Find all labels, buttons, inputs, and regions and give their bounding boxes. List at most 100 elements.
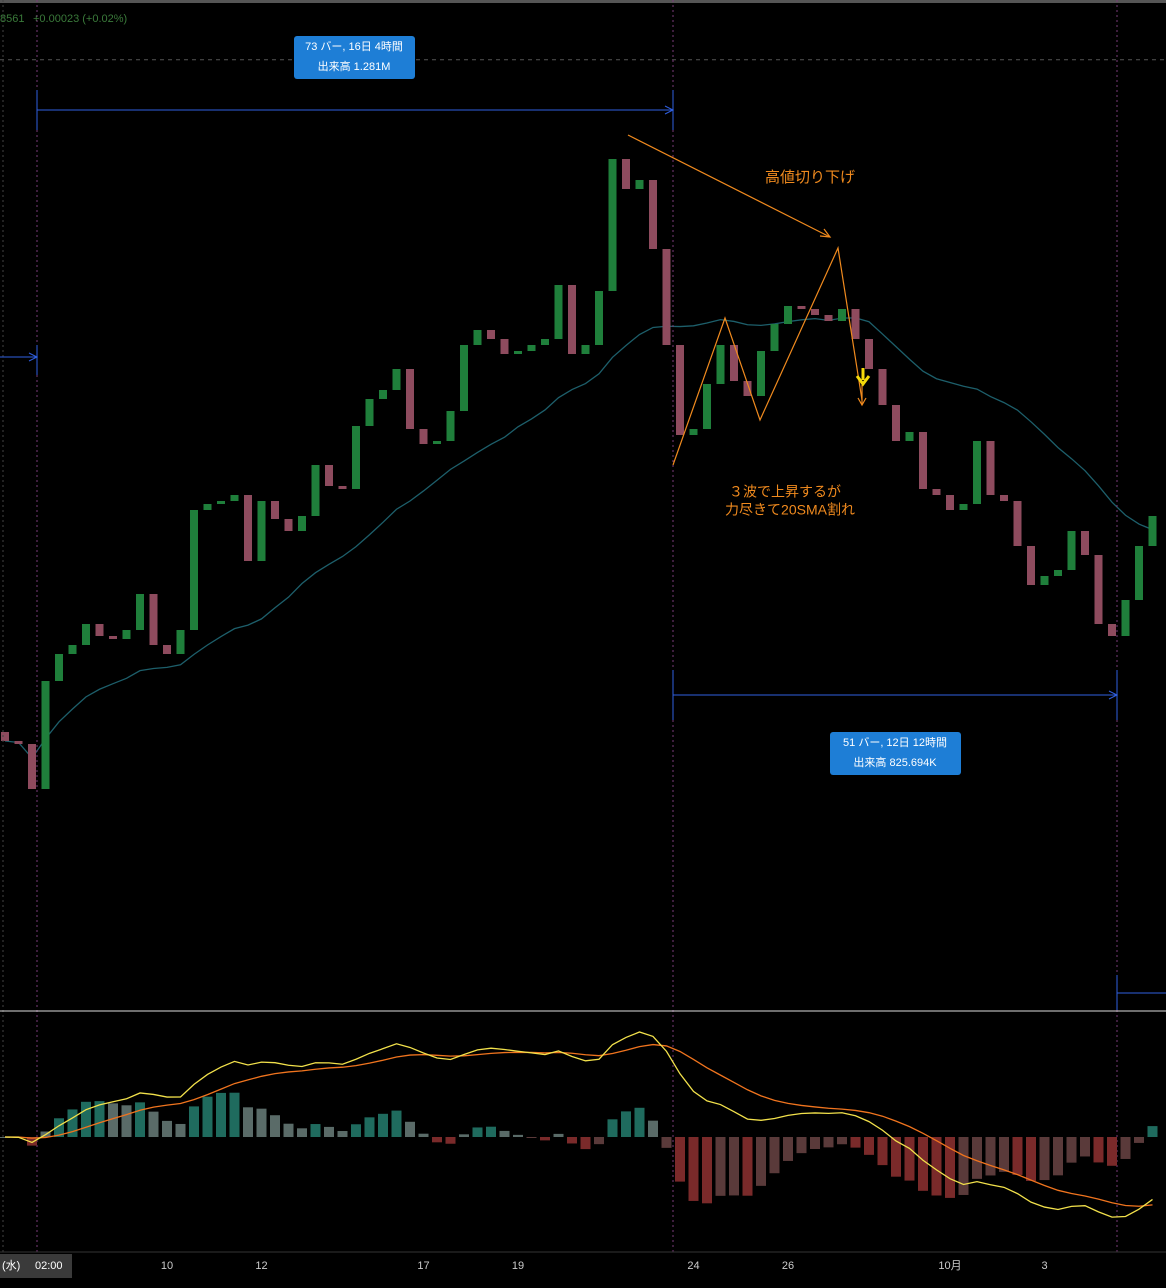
macd-histogram: [256, 1108, 267, 1137]
macd-histogram: [1134, 1137, 1144, 1143]
macd-histogram: [621, 1111, 631, 1137]
candle-body: [379, 390, 387, 399]
candle-body: [595, 291, 603, 345]
candle-body: [946, 495, 954, 510]
candle-body: [905, 432, 914, 441]
candle-body: [419, 429, 428, 444]
candle-body: [406, 369, 414, 429]
x-tick-label: 26: [782, 1260, 794, 1272]
macd-histogram: [270, 1115, 280, 1137]
arrow-icon: [855, 368, 871, 387]
candle-body: [460, 345, 468, 411]
macd-histogram: [1053, 1137, 1063, 1176]
macd-histogram: [297, 1128, 307, 1137]
macd-histogram: [810, 1137, 820, 1149]
candle-body: [730, 345, 738, 381]
candle-body: [581, 345, 590, 354]
macd-histogram: [594, 1137, 604, 1145]
annotation: 力尽きて20SMA割れ: [725, 502, 855, 518]
candle-body: [257, 501, 266, 561]
macd-histogram: [985, 1137, 996, 1176]
candle-body: [1094, 555, 1103, 624]
macd-histogram: [229, 1092, 240, 1137]
candle-body: [1108, 624, 1116, 636]
macd-histogram: [553, 1133, 564, 1137]
measure-bars: 51 バー, 12日 12時間: [843, 736, 947, 749]
x-tick-label: 3: [1041, 1260, 1047, 1272]
macd-histogram: [351, 1124, 361, 1137]
top-border: [0, 0, 1166, 3]
candle-body: [878, 369, 887, 405]
candle-body: [608, 159, 617, 291]
candle-body: [473, 330, 482, 345]
macd-pane: [0, 1031, 1158, 1218]
macd-histogram: [486, 1126, 496, 1137]
macd-histogram: [742, 1137, 753, 1196]
macd-histogram: [567, 1137, 577, 1144]
annotation: ３波で上昇するが: [729, 484, 841, 500]
price-pane: [0, 59, 1166, 789]
candle-body: [244, 495, 252, 561]
x-tick-label: 10: [161, 1260, 173, 1272]
candle-body: [55, 654, 63, 681]
candle-body: [689, 429, 698, 435]
candle-body: [892, 405, 900, 441]
measure-range: [0, 90, 1166, 1010]
candle-body: [851, 309, 860, 339]
macd-histogram: [459, 1134, 469, 1137]
candle-body: [676, 345, 684, 435]
macd-histogram: [499, 1130, 510, 1137]
macd-histogram: [769, 1137, 780, 1174]
candle-body: [230, 495, 239, 501]
candle-body: [217, 501, 225, 504]
macd-histogram: [1120, 1137, 1131, 1159]
macd-histogram: [783, 1137, 793, 1161]
macd-histogram: [175, 1123, 186, 1137]
candle-body: [1148, 516, 1157, 546]
macd-histogram: [675, 1137, 685, 1182]
crosshair-day: (水): [2, 1259, 20, 1272]
candle-body: [541, 339, 549, 345]
macd-histogram: [729, 1137, 739, 1196]
header-price: 8561: [0, 13, 24, 25]
macd-histogram: [121, 1105, 132, 1137]
macd-histogram: [108, 1103, 118, 1137]
macd-histogram: [324, 1126, 334, 1137]
candle-body: [82, 624, 90, 645]
macd-histogram: [405, 1121, 415, 1137]
macd-histogram: [688, 1137, 699, 1201]
macd-histogram: [958, 1137, 969, 1195]
candle-body: [163, 645, 171, 654]
candle-body: [716, 345, 725, 384]
macd-histogram: [378, 1113, 388, 1137]
macd-histogram: [1147, 1126, 1158, 1137]
macd-histogram: [891, 1137, 901, 1177]
macd-histogram: [918, 1137, 928, 1191]
candle-body: [28, 744, 36, 789]
candle-body: [743, 381, 752, 396]
macd-histogram: [67, 1109, 78, 1137]
macd-histogram: [1026, 1137, 1036, 1181]
macd-histogram: [837, 1137, 847, 1145]
macd-histogram: [1066, 1137, 1077, 1163]
candle-body: [865, 339, 873, 369]
x-tick-label: 24: [687, 1260, 699, 1272]
macd-histogram: [999, 1137, 1009, 1172]
macd-histogram: [94, 1101, 105, 1137]
macd-histogram: [1012, 1137, 1023, 1175]
macd-histogram: [418, 1133, 429, 1137]
sma-line: [4, 317, 1153, 760]
macd-histogram: [526, 1137, 537, 1138]
candle-body: [14, 741, 23, 744]
macd-histogram: [931, 1137, 942, 1196]
x-axis: [0, 1252, 1166, 1288]
x-tick-label: 19: [512, 1260, 524, 1272]
candle-body: [176, 630, 185, 654]
candle-body: [433, 441, 441, 444]
candle-body: [568, 285, 576, 354]
macd-histogram: [81, 1101, 91, 1137]
macd-histogram: [189, 1106, 199, 1137]
measure-volume: 出来高 825.694K: [853, 755, 937, 769]
measure-volume: 出来高 1.281M: [318, 59, 391, 73]
